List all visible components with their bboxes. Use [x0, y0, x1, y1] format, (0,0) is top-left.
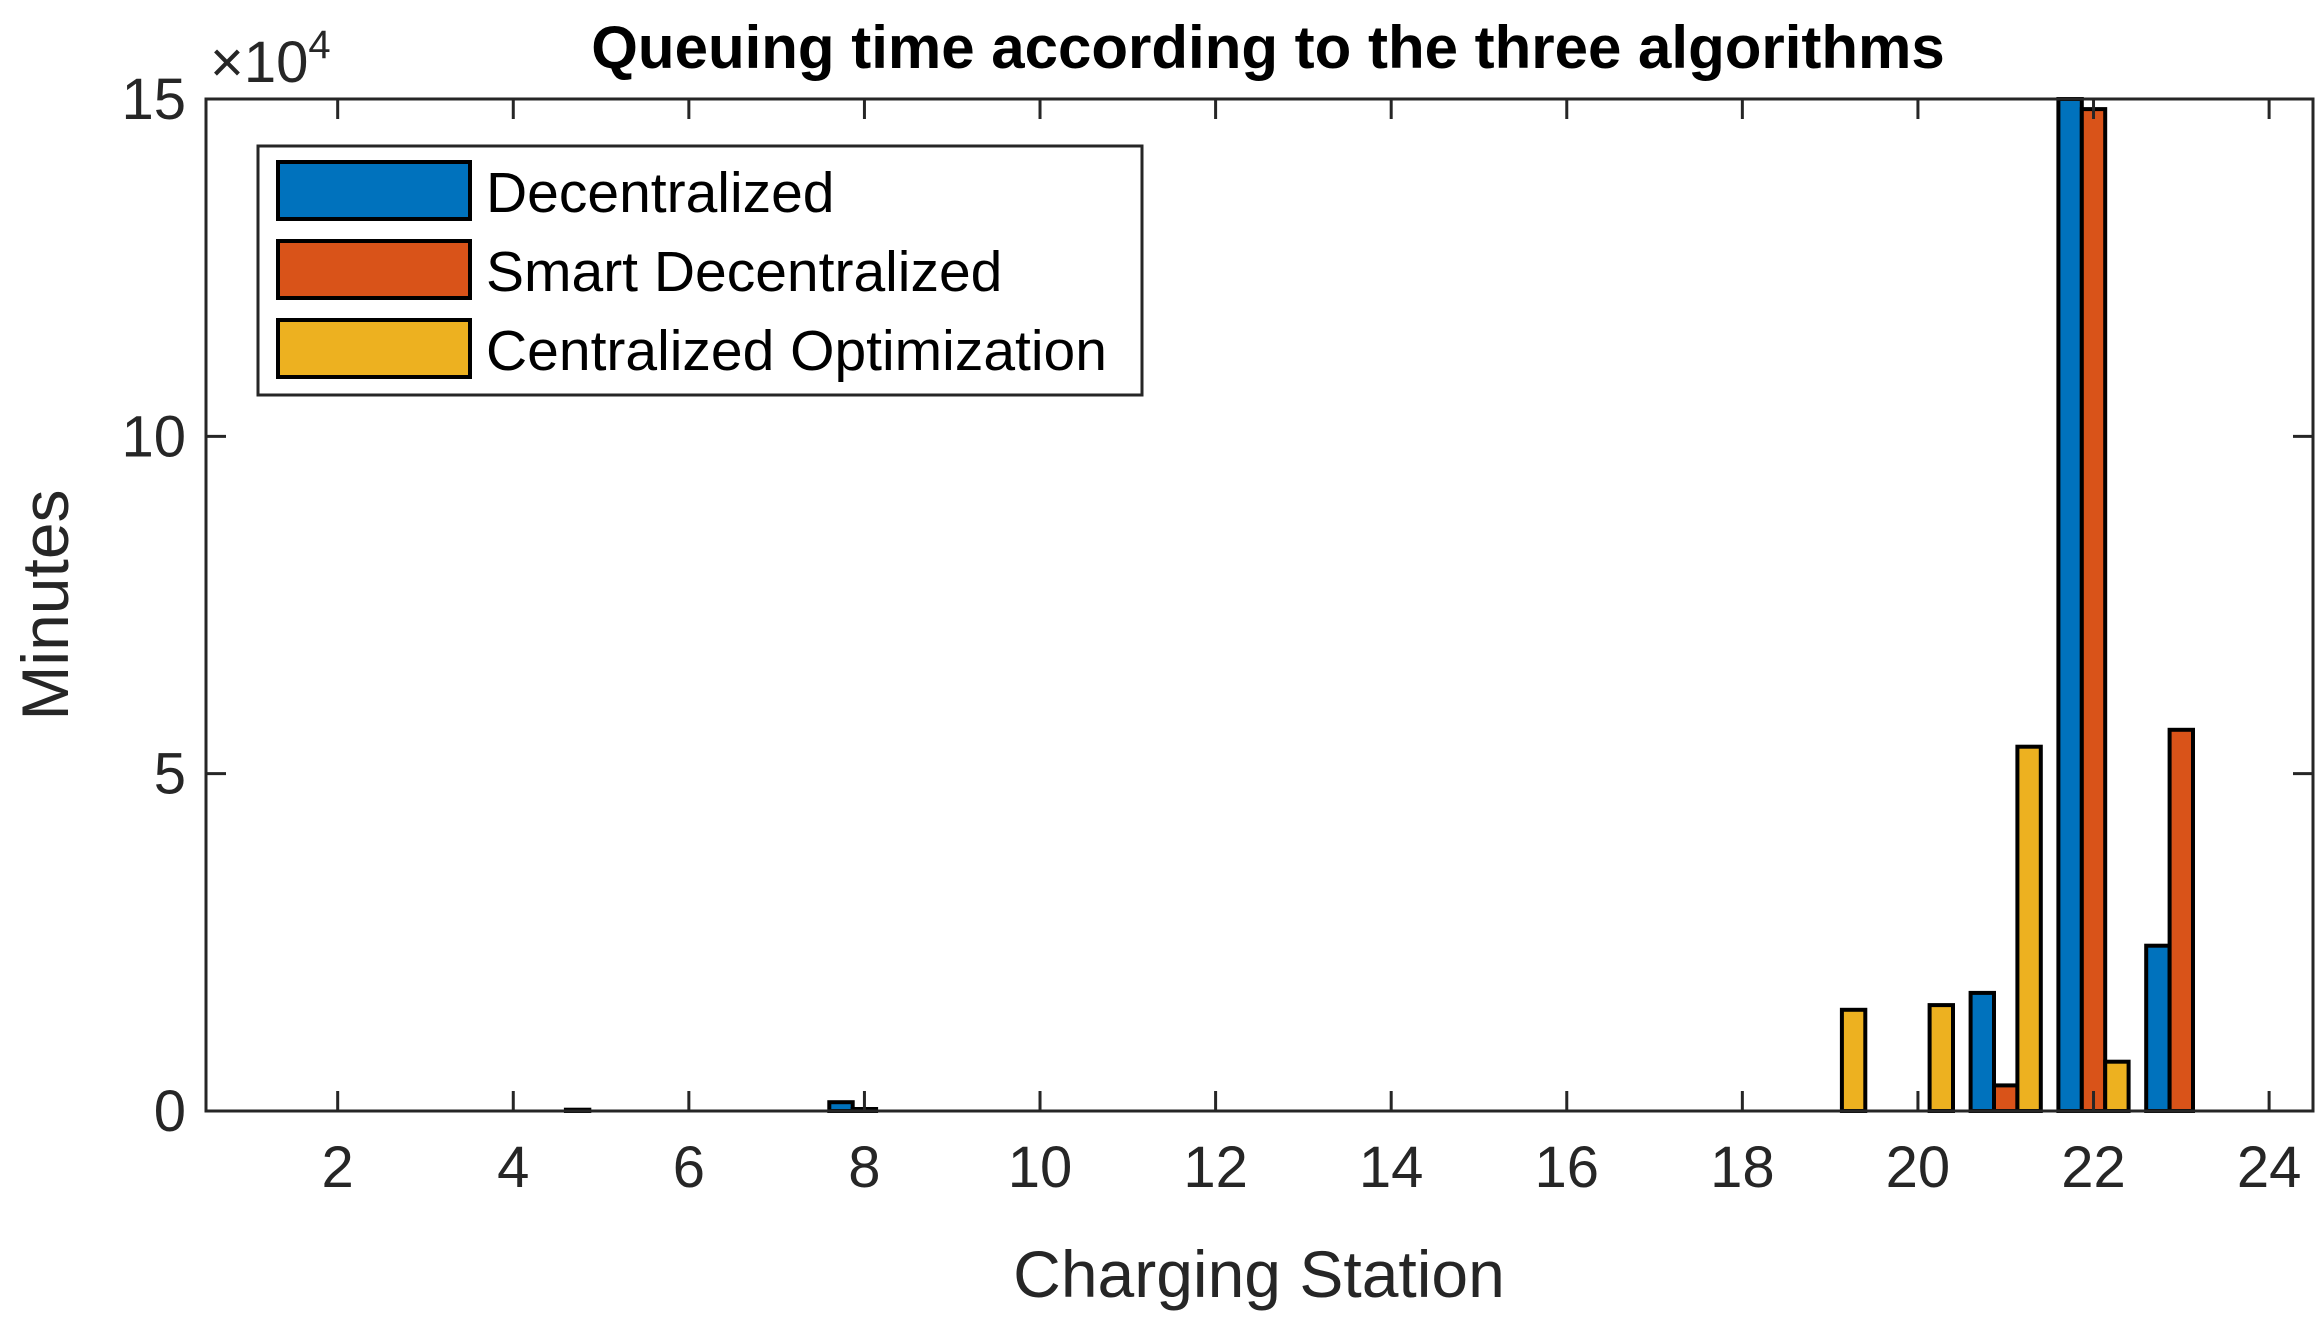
legend-swatch-centralized-optimization [276, 318, 472, 379]
x-tick-label-16: 16 [1535, 1135, 1600, 1200]
x-tick-label-22: 22 [2061, 1135, 2126, 1200]
x-axis-title: Charging Station [1013, 1237, 1505, 1311]
y-tick-label-3: 15 [121, 67, 186, 132]
x-tick-label-20: 20 [1886, 1135, 1951, 1200]
legend: Decentralized Smart Decentralized Centra… [256, 144, 1144, 397]
y-exponent-label: ×104 [210, 23, 331, 95]
x-tick-label-4: 4 [497, 1135, 529, 1200]
y-axis-title: Minutes [8, 489, 82, 720]
x-tick-label-24: 24 [2237, 1135, 2302, 1200]
chart-title: Queuing time according to the three algo… [591, 14, 1945, 81]
y-exponent-base: ×10 [210, 30, 308, 95]
bar-decentralized-station-21 [1968, 990, 1996, 1114]
x-tick-label-10: 10 [1008, 1135, 1073, 1200]
y-exponent-power: 4 [308, 23, 330, 67]
bar-decentralized-station-22 [2056, 97, 2084, 1113]
x-tick-label-12: 12 [1183, 1135, 1248, 1200]
bar-centralized-optimization-station-20 [1927, 1003, 1955, 1113]
bar-smart-decentralized-station-22 [2079, 107, 2108, 1114]
legend-label-centralized-optimization: Centralized Optimization [486, 319, 1107, 383]
y-tick-label-1: 5 [154, 742, 186, 807]
legend-swatch-smart-decentralized [276, 239, 472, 300]
legend-swatch-decentralized [276, 160, 472, 221]
bar-centralized-optimization-station-22 [2103, 1059, 2131, 1113]
bar-centralized-optimization-station-19 [1839, 1007, 1868, 1113]
legend-label-smart-decentralized: Smart Decentralized [486, 240, 1002, 304]
x-tick-label-18: 18 [1710, 1135, 1775, 1200]
bar-smart-decentralized-station-23 [2167, 727, 2196, 1113]
legend-label-decentralized: Decentralized [486, 161, 835, 225]
bar-centralized-optimization-station-21 [2015, 744, 2043, 1113]
x-tick-label-2: 2 [322, 1135, 354, 1200]
bar-smart-decentralized-station-21 [1992, 1083, 2020, 1114]
x-tick-label-14: 14 [1359, 1135, 1424, 1200]
bar-decentralized-station-23 [2144, 943, 2172, 1114]
y-tick-label-0: 0 [154, 1079, 186, 1144]
x-tick-label-8: 8 [848, 1135, 880, 1200]
plot-area-frame [204, 97, 2315, 1113]
y-tick-label-2: 10 [121, 404, 186, 469]
x-tick-label-6: 6 [673, 1135, 705, 1200]
